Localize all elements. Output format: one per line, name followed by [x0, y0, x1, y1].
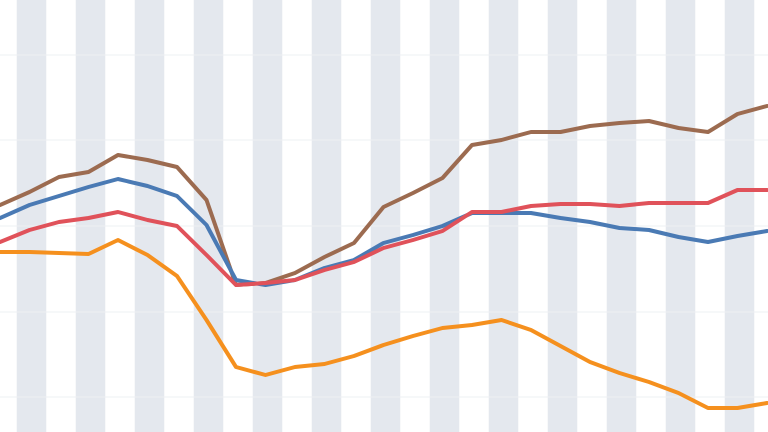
series-line [0, 104, 768, 287]
band [724, 0, 755, 432]
series-line [0, 188, 768, 287]
series-line [0, 238, 768, 410]
grid [0, 54, 768, 398]
series-line [0, 177, 768, 287]
band [429, 0, 460, 432]
lines [0, 104, 768, 410]
band [606, 0, 637, 432]
band [311, 0, 342, 432]
band [252, 0, 283, 432]
band [16, 0, 47, 432]
band [665, 0, 696, 432]
band [488, 0, 519, 432]
bands [16, 0, 755, 432]
